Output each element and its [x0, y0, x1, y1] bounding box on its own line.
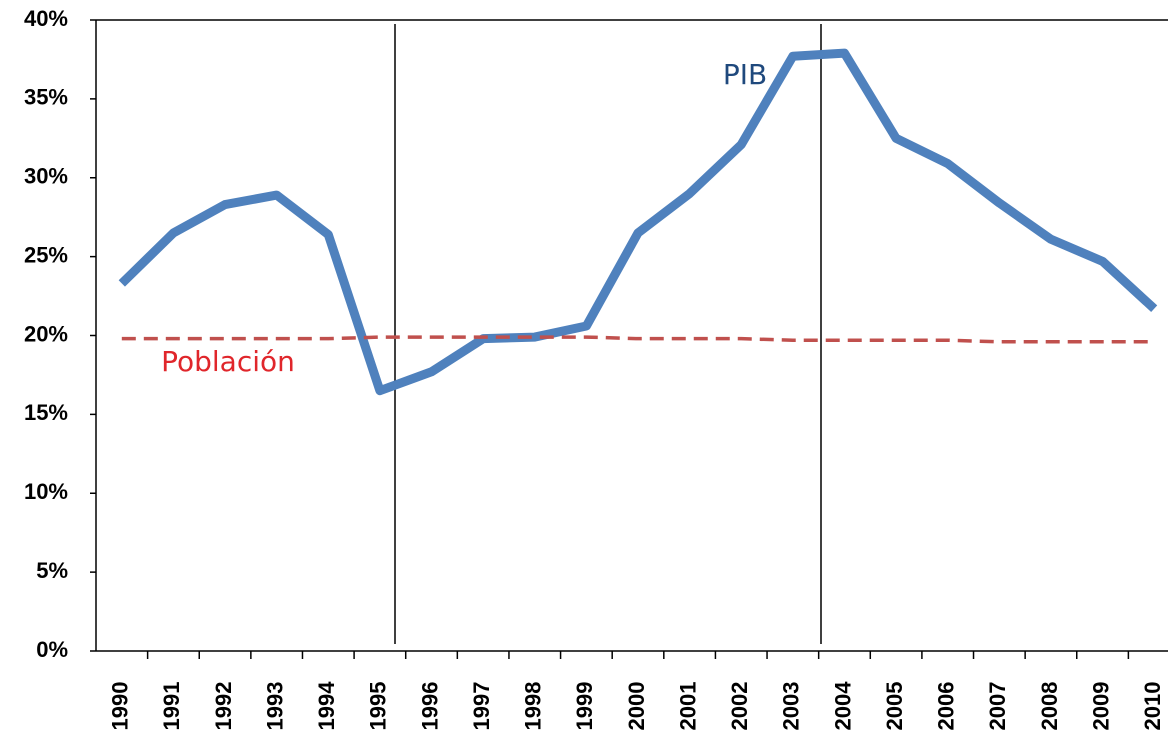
y-tick-label: 5% — [36, 558, 68, 583]
x-tick-label: 2009 — [1088, 682, 1113, 731]
x-tick-label: 2001 — [675, 682, 700, 731]
x-tick-label: 2004 — [830, 681, 855, 731]
x-tick-label: 1996 — [417, 682, 442, 731]
y-tick-label: 0% — [36, 637, 68, 662]
line-series — [121, 335, 1155, 344]
x-tick-label: 1990 — [108, 682, 133, 731]
x-tick-label: 2000 — [624, 682, 649, 731]
y-tick-label: 35% — [24, 85, 68, 110]
x-tick-label: 2002 — [727, 682, 752, 731]
y-tick-label: 30% — [24, 164, 68, 189]
y-tick-label: 10% — [24, 479, 68, 504]
y-tick-label: 40% — [24, 6, 68, 31]
x-tick-label: 2008 — [1037, 682, 1062, 731]
x-tick-label: 1997 — [469, 682, 494, 731]
x-tick-label: 1999 — [572, 682, 597, 731]
line-series — [118, 48, 1158, 396]
x-tick-label: 2003 — [779, 682, 804, 731]
x-tick-label: 1992 — [211, 682, 236, 731]
x-tick-label: 1994 — [314, 681, 339, 731]
series-annotation: Población — [161, 345, 295, 378]
x-tick-label: 1991 — [159, 682, 184, 731]
x-tick-label: 1998 — [521, 682, 546, 731]
y-tick-label: 25% — [24, 242, 68, 267]
y-tick-label: 15% — [24, 400, 68, 425]
x-tick-label: 1995 — [366, 682, 391, 731]
series-annotation: PIB — [723, 58, 767, 91]
x-tick-label: 1993 — [262, 682, 287, 731]
x-tick-label: 2006 — [934, 682, 959, 731]
x-tick-label: 2005 — [882, 682, 907, 731]
x-tick-label: 2010 — [1140, 682, 1165, 731]
x-tick-label: 2007 — [985, 682, 1010, 731]
y-tick-label: 20% — [24, 321, 68, 346]
